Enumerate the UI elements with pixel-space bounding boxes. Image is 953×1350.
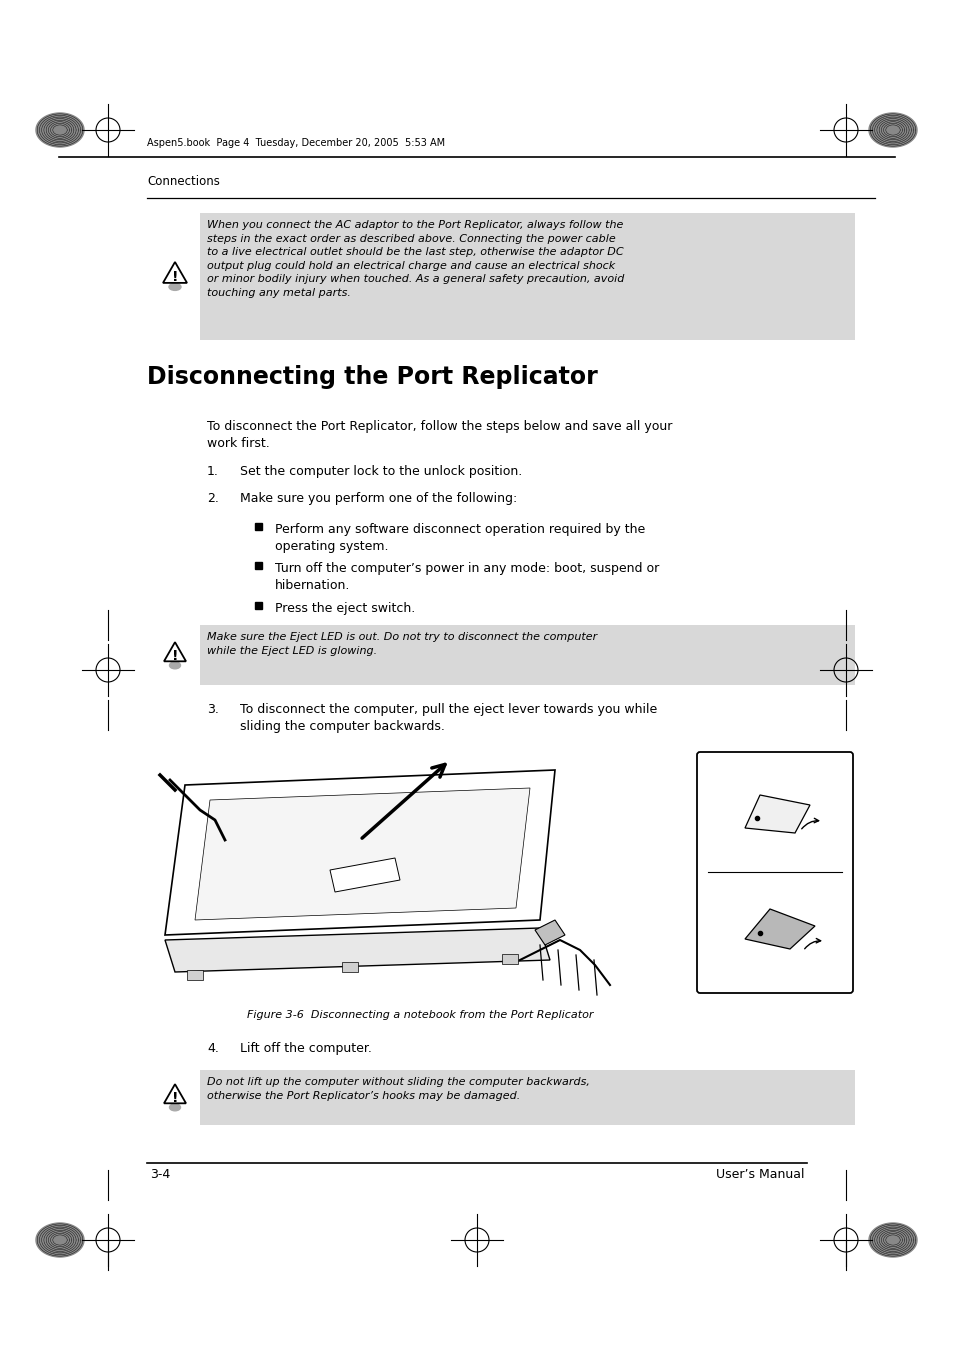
Polygon shape xyxy=(163,262,187,284)
Polygon shape xyxy=(165,769,555,936)
Polygon shape xyxy=(194,788,530,919)
Text: Press the eject switch.: Press the eject switch. xyxy=(274,602,415,616)
Polygon shape xyxy=(187,971,203,980)
Text: Set the computer lock to the unlock position.: Set the computer lock to the unlock posi… xyxy=(240,464,521,478)
Text: Make sure you perform one of the following:: Make sure you perform one of the followi… xyxy=(240,491,517,505)
Text: Aspen5.book  Page 4  Tuesday, December 20, 2005  5:53 AM: Aspen5.book Page 4 Tuesday, December 20,… xyxy=(147,138,445,148)
Bar xyxy=(254,602,262,609)
Polygon shape xyxy=(868,1223,916,1257)
Text: To disconnect the computer, pull the eject lever towards you while
sliding the c: To disconnect the computer, pull the eje… xyxy=(240,703,657,733)
Polygon shape xyxy=(330,859,399,892)
Text: Make sure the Eject LED is out. Do not try to disconnect the computer
while the : Make sure the Eject LED is out. Do not t… xyxy=(207,632,597,656)
Text: 1.: 1. xyxy=(207,464,218,478)
Bar xyxy=(254,522,262,531)
Polygon shape xyxy=(501,954,517,964)
Polygon shape xyxy=(868,113,916,147)
Text: Disconnecting the Port Replicator: Disconnecting the Port Replicator xyxy=(147,364,598,389)
Polygon shape xyxy=(535,919,564,945)
Text: 3.: 3. xyxy=(207,703,218,716)
Text: !: ! xyxy=(172,1091,178,1104)
Text: 2.: 2. xyxy=(207,491,218,505)
Bar xyxy=(200,213,854,340)
Text: Do not lift up the computer without sliding the computer backwards,
otherwise th: Do not lift up the computer without slid… xyxy=(207,1077,589,1100)
Polygon shape xyxy=(36,1223,84,1257)
Polygon shape xyxy=(164,643,186,662)
Polygon shape xyxy=(744,909,814,949)
Ellipse shape xyxy=(169,284,181,290)
Text: Figure 3-6  Disconnecting a notebook from the Port Replicator: Figure 3-6 Disconnecting a notebook from… xyxy=(247,1010,593,1021)
Text: When you connect the AC adaptor to the Port Replicator, always follow the
steps : When you connect the AC adaptor to the P… xyxy=(207,220,623,298)
Text: Perform any software disconnect operation required by the
operating system.: Perform any software disconnect operatio… xyxy=(274,522,644,554)
Polygon shape xyxy=(164,1084,186,1103)
Text: User’s Manual: User’s Manual xyxy=(716,1168,804,1181)
Bar xyxy=(200,625,854,684)
Text: 3-4: 3-4 xyxy=(150,1168,170,1181)
Text: Lift off the computer.: Lift off the computer. xyxy=(240,1042,372,1054)
Polygon shape xyxy=(165,927,550,972)
Polygon shape xyxy=(341,963,357,972)
FancyBboxPatch shape xyxy=(697,752,852,994)
Text: !: ! xyxy=(172,649,178,663)
Polygon shape xyxy=(744,795,809,833)
Ellipse shape xyxy=(170,1104,180,1111)
Polygon shape xyxy=(36,113,84,147)
Text: !: ! xyxy=(172,270,178,284)
Text: To disconnect the Port Replicator, follow the steps below and save all your
work: To disconnect the Port Replicator, follo… xyxy=(207,420,672,450)
Bar xyxy=(200,1071,854,1125)
Text: Turn off the computer’s power in any mode: boot, suspend or
hibernation.: Turn off the computer’s power in any mod… xyxy=(274,562,659,593)
Text: 4.: 4. xyxy=(207,1042,218,1054)
Ellipse shape xyxy=(170,662,180,668)
Bar xyxy=(254,562,262,568)
Text: Connections: Connections xyxy=(147,176,219,188)
